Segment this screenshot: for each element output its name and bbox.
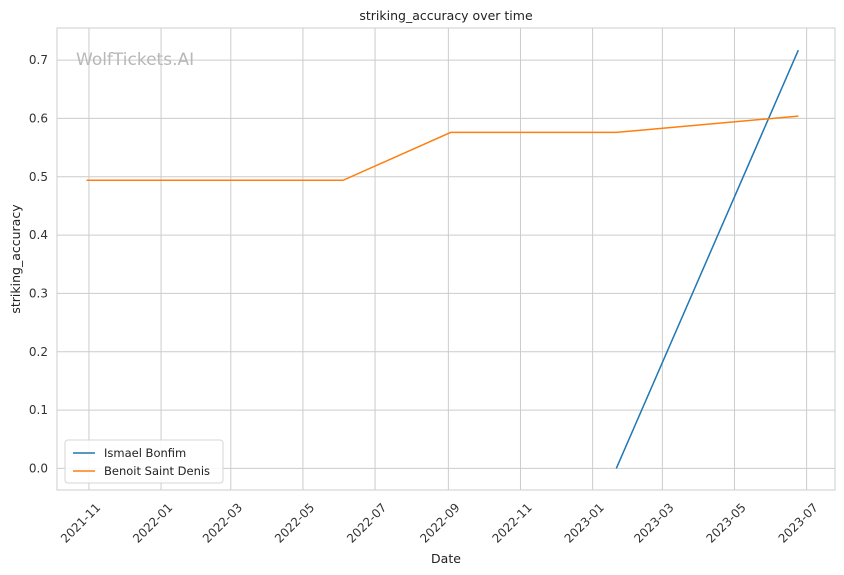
x-tick-label: 2021-11: [58, 500, 103, 545]
grid: [57, 28, 835, 490]
y-tick-labels: 0.0 0.1 0.2 0.3 0.4 0.5 0.6 0.7: [29, 53, 48, 475]
x-tick-label: 2022-09: [417, 500, 462, 545]
y-tick-label: 0.7: [29, 53, 48, 67]
y-tick-label: 0.2: [29, 345, 48, 359]
x-tick-label: 2022-01: [130, 500, 175, 545]
legend-label: Benoit Saint Denis: [104, 464, 210, 478]
x-tick-labels: 2021-11 2022-01 2022-03 2022-05 2022-07 2022-…: [58, 500, 821, 545]
x-tick-label: 2022-05: [272, 500, 317, 545]
x-tick-label: 2022-11: [489, 500, 534, 545]
x-axis-label: Date: [431, 551, 461, 566]
y-tick-label: 0.5: [29, 170, 48, 184]
x-tick-label: 2023-05: [703, 500, 748, 545]
series-line-2: [86, 115, 799, 182]
chart-title: striking_accuracy over time: [359, 8, 533, 23]
x-tick-label: 2022-07: [344, 500, 389, 545]
x-tick-label: 2023-07: [776, 500, 821, 545]
y-tick-label: 0.3: [29, 286, 48, 300]
y-tick-label: 0.0: [29, 461, 48, 475]
y-tick-label: 0.6: [29, 111, 48, 125]
series-line-1: [615, 49, 799, 469]
y-axis-label: striking_accuracy: [8, 204, 23, 314]
y-tick-label: 0.4: [29, 228, 48, 242]
series-lines: [86, 49, 799, 469]
legend-label: Ismael Bonfim: [104, 446, 186, 460]
legend-box: [64, 439, 224, 484]
x-tick-label: 2022-03: [200, 500, 245, 545]
plot-area-frame: [56, 27, 836, 491]
watermark: WolfTickets.AI: [76, 50, 194, 70]
x-tick-label: 2023-03: [631, 500, 676, 545]
legend: Ismael Bonfim Benoit Saint Denis: [64, 439, 224, 484]
y-tick-label: 0.1: [29, 403, 48, 417]
x-tick-label: 2023-01: [562, 500, 607, 545]
